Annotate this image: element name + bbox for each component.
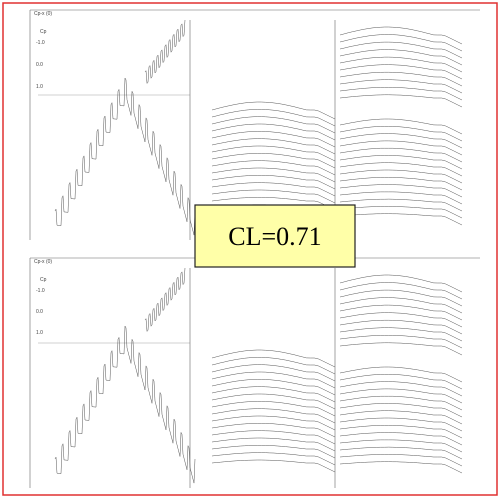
- panel-title: Cp-x (0): [34, 259, 52, 265]
- tick-label: 1.0: [36, 84, 43, 90]
- axis-label: Cp: [40, 29, 47, 35]
- axis-label: Cp: [40, 277, 47, 283]
- tick-label: -1.0: [36, 288, 45, 294]
- tick-label: -1.0: [36, 40, 45, 46]
- tick-label: 0.0: [36, 309, 43, 315]
- tick-label: 1.0: [36, 330, 43, 336]
- panel-title: Cp-x (0): [34, 11, 52, 17]
- figure: Cp-x (0) Cp -1.0 0.0 1.0 Cp-x (0) Cp -1.…: [0, 0, 500, 499]
- annotation: CL=0.71: [228, 222, 321, 251]
- tick-label: 0.0: [36, 62, 43, 68]
